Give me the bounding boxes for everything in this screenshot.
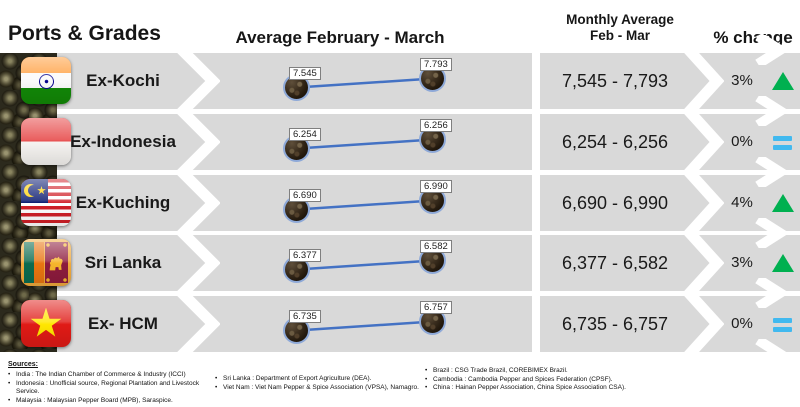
mar-value-label: 6.990 [420,180,452,193]
star-icon [30,307,62,337]
trend-indicator [771,175,795,231]
monthly-average-value: 6,254 - 6,256 [561,132,669,152]
trend-indicator [771,296,795,352]
table-row: 6.735 6.757 Ex- HCM 6,735 - 6,757 0% [0,296,800,352]
percent-change-value: 4% [731,194,753,211]
monthly-average-value: 6,735 - 6,757 [561,314,669,334]
green-stripe [24,242,34,283]
column-gap [532,53,540,352]
table-row: 7.545 7.793 Ex-Kochi 7,545 - 7,793 3% [0,53,800,109]
trend-indicator [771,53,795,109]
source-item: • Sri Lanka : Department of Export Agricu… [215,375,372,382]
column-header-ports: Ports & Grades [8,22,161,45]
chevron-separator-icon [177,175,220,231]
column-header-average: Average February - March [235,28,445,47]
table-row: 6.377 6.582 Sri Lanka 6,377 - 6,582 3% [0,235,800,291]
monthly-header-line1: Monthly Average [566,12,674,27]
sources-title: Sources: [8,361,38,368]
source-item: • Viet Nam : Viet Nam Pepper & Spice Asso… [215,383,419,391]
monthly-average-value: 6,690 - 6,990 [561,193,669,213]
malaysia-canton [21,179,48,203]
trend-line [296,259,434,271]
chevron-separator-icon [177,296,220,352]
equals-icon [773,136,792,154]
mar-value-label: 6.582 [420,240,452,253]
sources-column-2: • Sri Lanka : Department of Export Agricu… [215,375,425,392]
table-row: 6.690 6.990 Ex-Kuching 6,690 - 6,990 4% [0,175,800,231]
source-item: • Cambodia : Cambodia Pepper and Spices F… [425,375,613,383]
malaysia-flag-icon [21,179,71,226]
crescent-icon [24,184,39,197]
ashoka-chakra-icon [39,73,54,89]
orange-stripe [34,242,44,283]
trend-indicator [771,235,795,291]
monthly-header-line2: Feb - Mar [589,28,650,43]
chevron-separator-icon [684,235,724,291]
chevron-separator-icon [684,53,724,109]
trend-indicator [771,114,795,170]
percent-change-value: 0% [731,315,753,332]
source-item: • Indonesia : Unofficial source, Regional… [8,379,200,396]
monthly-average-value: 6,377 - 6,582 [561,253,669,273]
port-name: Sri Lanka [84,253,162,272]
table-row: 6.254 6.256 Ex-Indonesia 6,254 - 6,256 0… [0,114,800,170]
port-name: Ex-Indonesia [70,132,176,151]
mar-value-label: 6.256 [420,119,452,132]
sources-column-1: • India : The Indian Chamber of Commerce … [8,371,208,405]
source-item: • China : Hainan Pepper Association, Chin… [425,384,626,392]
star-icon [37,186,46,195]
chevron-separator-icon [177,235,220,291]
trend-line [296,199,434,211]
up-arrow-icon [772,194,794,212]
percent-change-value: 3% [731,72,753,89]
indonesia-flag-icon [21,118,71,165]
vietnam-flag-icon [21,300,71,347]
up-arrow-icon [772,254,794,272]
feb-value-label: 6.377 [289,249,321,262]
source-item: • India : The Indian Chamber of Commerce … [8,371,186,378]
sources-column-3: • Brazil : CSG Trade Brazil, COREBIMEX Br… [425,367,685,393]
up-arrow-icon [772,72,794,90]
source-item: • Brazil : CSG Trade Brazil, COREBIMEX Br… [425,367,568,374]
trend-line [296,320,434,332]
row-separator-arrow-icon [755,218,788,248]
mar-value-label: 7.793 [420,58,452,71]
sources-section: Sources: • India : The Indian Chamber of … [8,361,788,404]
row-separator-arrow-icon [755,278,788,308]
feb-value-label: 6.735 [289,310,321,323]
india-flag-icon [21,57,71,104]
port-name: Ex-Kuching [75,193,171,212]
percent-change-value: 0% [731,133,753,150]
chevron-separator-icon [684,175,724,231]
chevron-separator-icon [684,114,724,170]
row-separator-arrow-icon [755,157,788,187]
row-separator-arrow-icon [755,339,788,369]
column-header-monthly: Monthly Average Feb - Mar [535,12,705,44]
mar-value-label: 6.757 [420,301,452,314]
chevron-separator-icon [684,296,724,352]
feb-value-label: 7.545 [289,67,321,80]
port-name: Ex- HCM [88,314,158,333]
feb-value-label: 6.254 [289,128,321,141]
row-separator-arrow-icon [755,96,788,126]
percent-change-value: 3% [731,254,753,271]
feb-value-label: 6.690 [289,189,321,202]
chevron-separator-icon [177,114,220,170]
equals-icon [773,318,792,336]
trend-line [296,138,434,150]
row-separator-arrow-icon [755,35,788,65]
trend-line [296,77,434,89]
monthly-average-value: 7,545 - 7,793 [561,71,669,91]
sri-lanka-flag-icon [21,239,71,286]
chevron-separator-icon [177,53,220,109]
source-item: • Malaysia : Malaysian Pepper Board (MPB)… [8,396,173,404]
port-name: Ex-Kochi [86,71,160,90]
